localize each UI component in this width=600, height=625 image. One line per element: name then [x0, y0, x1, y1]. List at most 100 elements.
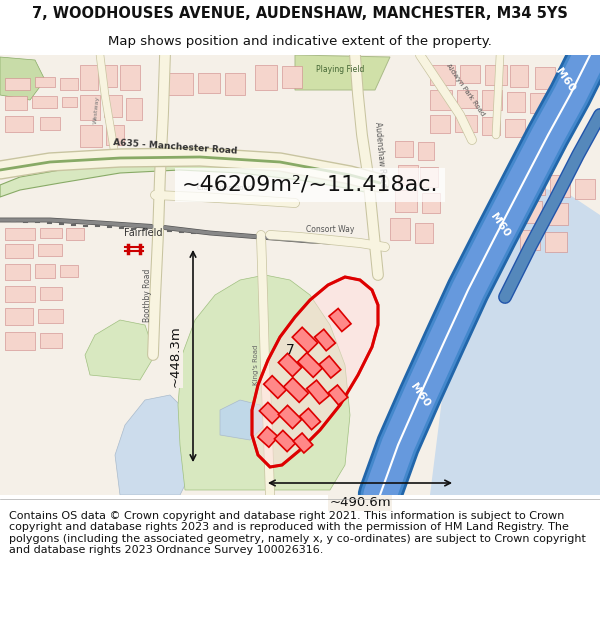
Text: King's Road: King's Road — [253, 345, 259, 385]
Bar — [520, 201, 542, 223]
Bar — [80, 95, 100, 120]
Text: Audenshaw Road: Audenshaw Road — [373, 122, 388, 188]
Bar — [40, 333, 62, 348]
Text: ~46209m²/~11.418ac.: ~46209m²/~11.418ac. — [182, 175, 438, 195]
Text: Map shows position and indicative extent of the property.: Map shows position and indicative extent… — [108, 35, 492, 48]
Text: ~490.6m: ~490.6m — [329, 496, 391, 509]
Bar — [5, 78, 30, 90]
Bar — [575, 179, 595, 199]
Bar — [430, 115, 450, 133]
Polygon shape — [0, 157, 370, 197]
Text: M60: M60 — [553, 66, 577, 94]
Bar — [225, 73, 245, 95]
Polygon shape — [299, 408, 320, 430]
Bar — [545, 232, 567, 252]
Polygon shape — [0, 57, 45, 100]
Polygon shape — [274, 431, 296, 452]
Bar — [457, 90, 477, 108]
Polygon shape — [278, 406, 302, 429]
Bar — [60, 265, 78, 277]
Polygon shape — [278, 353, 302, 377]
Bar — [535, 67, 555, 89]
Polygon shape — [314, 329, 335, 351]
Bar — [520, 173, 545, 195]
Bar — [530, 93, 550, 113]
Polygon shape — [178, 275, 350, 490]
Polygon shape — [292, 328, 318, 352]
Bar — [255, 65, 277, 90]
Text: 7, WOODHOUSES AVENUE, AUDENSHAW, MANCHESTER, M34 5YS: 7, WOODHOUSES AVENUE, AUDENSHAW, MANCHES… — [32, 6, 568, 21]
Polygon shape — [258, 427, 278, 448]
Polygon shape — [430, 185, 600, 495]
Text: ~448.3m: ~448.3m — [169, 325, 182, 387]
Bar — [62, 97, 77, 107]
Text: A635 - Manchester Road: A635 - Manchester Road — [113, 138, 238, 156]
Bar — [418, 142, 434, 160]
Bar — [126, 98, 142, 120]
Bar — [460, 65, 480, 83]
Polygon shape — [319, 356, 341, 378]
Bar — [38, 309, 63, 323]
Bar — [420, 167, 438, 187]
Text: Clarendon Road: Clarendon Road — [197, 185, 253, 191]
Bar — [102, 65, 117, 87]
Bar — [390, 218, 410, 240]
Bar — [510, 65, 528, 87]
Polygon shape — [293, 433, 313, 453]
Text: Westway: Westway — [93, 96, 101, 124]
Bar — [482, 90, 502, 110]
Bar — [5, 332, 35, 350]
Bar — [422, 193, 440, 213]
Bar — [40, 117, 60, 130]
Bar — [198, 73, 220, 93]
Bar — [558, 68, 578, 90]
Bar — [550, 175, 570, 197]
Polygon shape — [252, 277, 378, 467]
Polygon shape — [298, 352, 322, 377]
Text: M60: M60 — [488, 211, 512, 239]
Text: Aldwyn Park Road: Aldwyn Park Road — [445, 62, 485, 118]
Bar — [38, 244, 62, 256]
Bar — [5, 308, 33, 325]
Polygon shape — [284, 378, 308, 402]
Bar — [5, 228, 35, 240]
Bar — [66, 228, 84, 240]
Bar — [395, 190, 417, 212]
Bar — [40, 287, 62, 300]
Bar — [505, 119, 525, 137]
Bar — [60, 78, 78, 90]
Bar — [5, 244, 33, 258]
Bar — [398, 165, 418, 185]
Polygon shape — [115, 395, 200, 495]
Text: Fairfield: Fairfield — [124, 228, 162, 238]
Bar — [5, 116, 33, 132]
Bar — [104, 95, 122, 117]
Bar — [430, 90, 452, 110]
Text: Contains OS data © Crown copyright and database right 2021. This information is : Contains OS data © Crown copyright and d… — [9, 511, 586, 556]
Bar — [5, 286, 35, 302]
Polygon shape — [220, 400, 265, 440]
Bar — [106, 125, 124, 145]
Bar — [507, 92, 525, 112]
Bar — [520, 230, 540, 250]
Polygon shape — [263, 376, 286, 398]
Polygon shape — [329, 309, 351, 331]
Bar — [485, 65, 507, 85]
Polygon shape — [85, 320, 155, 380]
Bar — [120, 65, 140, 90]
Bar — [482, 117, 500, 135]
Text: Boothby Road: Boothby Road — [143, 268, 152, 322]
Bar — [165, 73, 193, 95]
Bar — [430, 65, 455, 85]
Bar — [32, 96, 57, 108]
Text: M60: M60 — [409, 381, 431, 409]
Bar — [35, 264, 55, 278]
Bar — [5, 264, 30, 280]
Bar — [395, 141, 413, 157]
Bar — [455, 115, 477, 132]
Bar — [40, 228, 62, 238]
Polygon shape — [328, 385, 348, 405]
Bar — [80, 65, 98, 90]
Bar — [415, 223, 433, 243]
Polygon shape — [307, 380, 329, 404]
